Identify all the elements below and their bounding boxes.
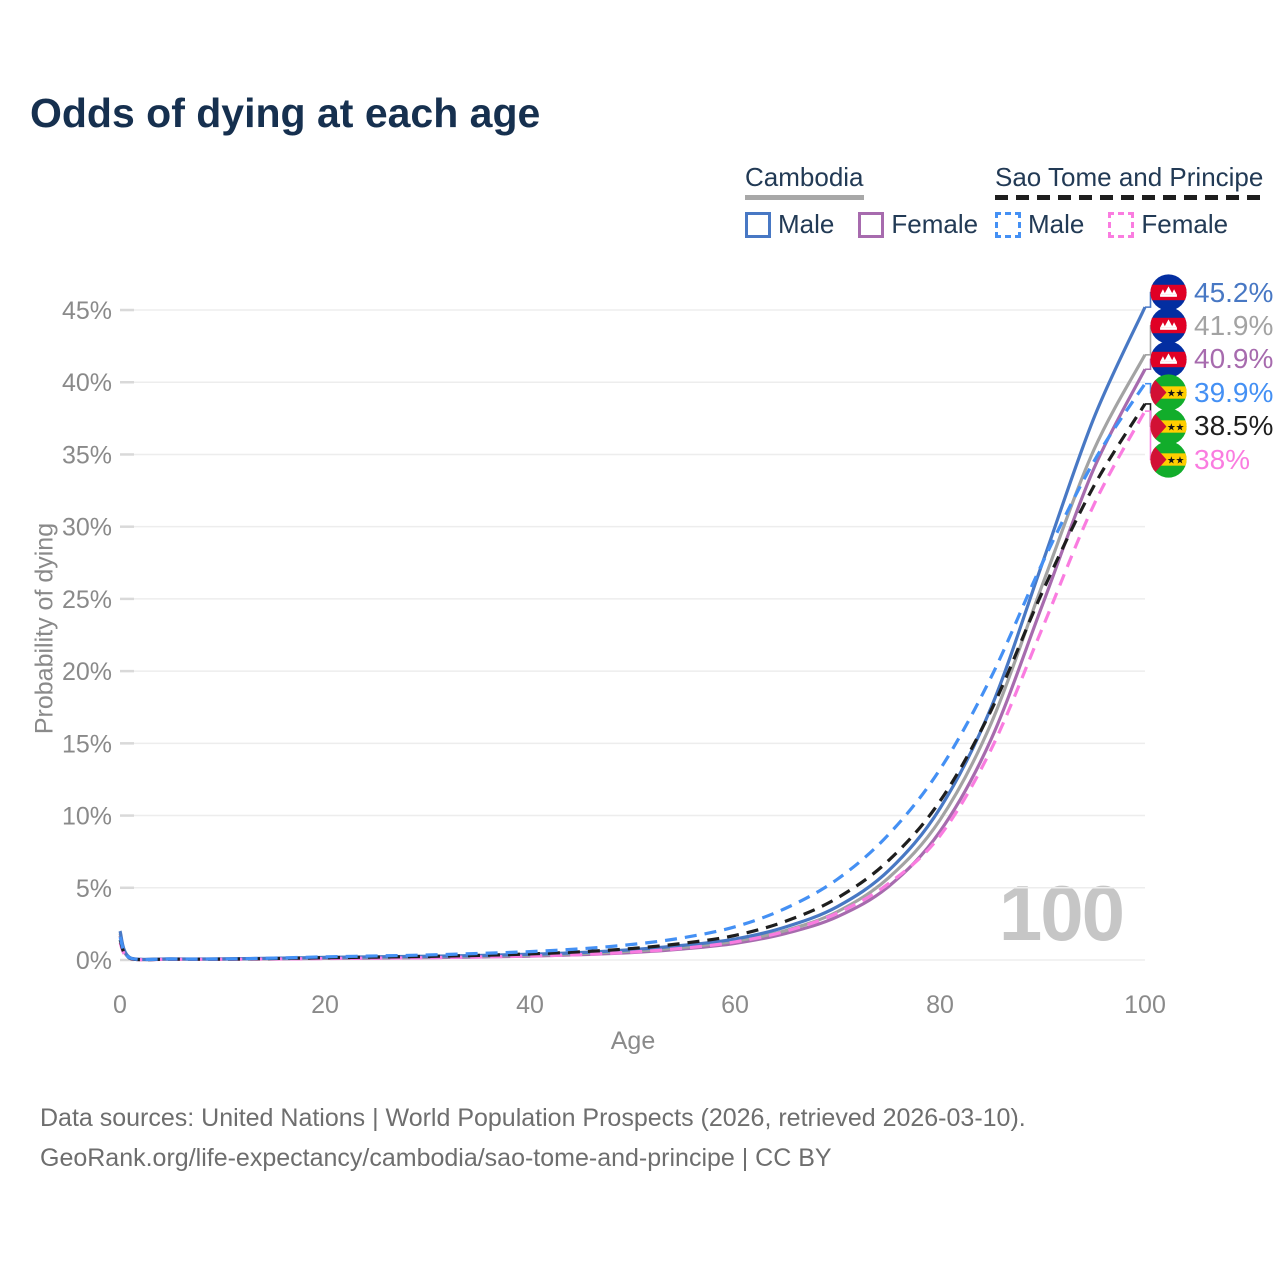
- legend-country-sao-tome: Sao Tome and Principe: [995, 162, 1264, 200]
- y-tick-label: 15%: [62, 730, 112, 758]
- legend-swatch-sao-tome-male: [995, 211, 1021, 238]
- series-line-cambodia-male: [118, 306, 1147, 962]
- x-tick-label: 80: [926, 991, 954, 1019]
- legend-label-cambodia-female: Female: [891, 209, 979, 239]
- series-line-sao-tome-and-principe-both: [118, 403, 1147, 962]
- legend-label-cambodia-male: Male: [778, 209, 835, 239]
- age-watermark: 100: [998, 869, 1125, 957]
- x-tick-label: 0: [113, 991, 127, 1019]
- series-line-cambodia-female: [118, 368, 1147, 962]
- x-tick-label: 60: [721, 991, 749, 1019]
- legend-country-cambodia: Cambodia: [745, 162, 864, 200]
- y-tick-label: 45%: [62, 297, 112, 325]
- y-tick-label: 30%: [62, 514, 112, 542]
- end-label-leader: [1145, 291, 1155, 308]
- x-tick-label: 40: [516, 991, 544, 1019]
- legend-group-sao-tome: Sao Tome and Principe Male Female: [995, 162, 1264, 240]
- y-tick-label: 35%: [62, 441, 112, 469]
- page-title: Odds of dying at each age: [30, 90, 541, 136]
- x-tick-label: 100: [1124, 991, 1166, 1019]
- series-line-cambodia-both: [118, 354, 1147, 962]
- end-label-leader: [1145, 410, 1155, 461]
- footer: Data sources: United Nations | World Pop…: [40, 1098, 1026, 1178]
- x-axis-title: Age: [610, 1027, 656, 1055]
- series-line-sao-tome-and-principe-female: [118, 410, 1147, 962]
- y-tick-label: 0%: [76, 947, 112, 975]
- y-tick-label: 25%: [62, 586, 112, 614]
- footer-sources: Data sources: United Nations | World Pop…: [40, 1104, 1026, 1132]
- legend-swatch-cambodia-male: [745, 211, 771, 238]
- legend-label-sao-tome-female: Female: [1141, 209, 1229, 239]
- end-label-leader: [1145, 382, 1155, 394]
- legend-group-cambodia: Cambodia Male Female: [745, 162, 978, 240]
- footer-url: GeoRank.org/life-expectancy/cambodia/sao…: [40, 1144, 832, 1172]
- legend-swatch-sao-tome-female: [1108, 211, 1135, 238]
- end-label-leader: [1145, 358, 1155, 371]
- series-line-sao-tome-and-principe-male: [118, 382, 1147, 962]
- x-tick-label: 20: [311, 991, 339, 1019]
- y-axis-title: Probability of dying: [30, 522, 59, 735]
- end-label-leader: [1145, 325, 1155, 356]
- legend-swatch-cambodia-female: [858, 211, 885, 238]
- y-tick-label: 5%: [76, 875, 112, 903]
- y-tick-label: 20%: [62, 658, 112, 686]
- y-tick-label: 40%: [62, 369, 112, 397]
- legend-label-sao-tome-male: Male: [1028, 209, 1085, 239]
- y-tick-label: 10%: [62, 803, 112, 831]
